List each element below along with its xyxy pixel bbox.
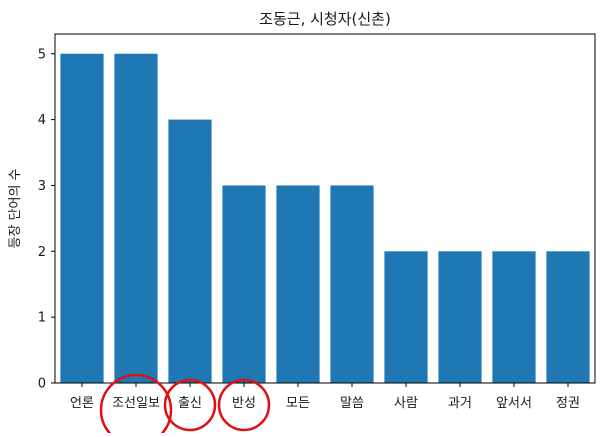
- bar-1: [60, 53, 104, 383]
- bar-7: [384, 251, 428, 383]
- y-tick-label: 0: [38, 377, 46, 392]
- red-circle-annotation: [163, 378, 217, 432]
- bar-9: [492, 251, 536, 383]
- x-tick-label: 조선일보: [112, 396, 160, 411]
- x-tick-label: 출신: [178, 396, 202, 411]
- x-tick-label: 언론: [70, 396, 94, 411]
- x-tick-label: 모든: [286, 396, 310, 411]
- bar-8: [438, 251, 482, 383]
- bar-10: [546, 251, 590, 383]
- x-tick-label: 과거: [448, 396, 472, 411]
- y-tick-label: 1: [38, 311, 46, 326]
- axes-layer: 0 1 2 3 4 5 언론 조선일보 출신 반성 모든 말씀 사람 과거 앞서서 정권: [38, 33, 596, 411]
- plot-frame: [54, 33, 596, 384]
- x-tick-label: 정권: [556, 396, 580, 411]
- y-tick-label: 4: [38, 113, 46, 128]
- bar-4: [222, 185, 266, 383]
- y-tick-label: 5: [38, 47, 46, 62]
- bar-2: [114, 53, 158, 383]
- y-tick-label: 3: [38, 179, 46, 194]
- bar-5: [276, 185, 320, 383]
- y-axis-label: 등장 단어의 수: [8, 168, 23, 248]
- bars-layer: [60, 53, 590, 383]
- x-tick-label: 앞서서: [496, 396, 532, 411]
- annotations-layer: [99, 373, 271, 437]
- bar-3: [168, 119, 212, 383]
- x-tick-label: 사람: [394, 396, 418, 411]
- x-tick-label: 반성: [232, 396, 256, 411]
- red-circle-annotation: [99, 373, 173, 437]
- y-tick-label: 2: [38, 245, 46, 260]
- x-tick-label: 말씀: [340, 396, 364, 411]
- bar-6: [330, 185, 374, 383]
- chart-title: 조동근, 시청자(신촌): [259, 10, 391, 28]
- red-circle-annotation: [217, 378, 271, 432]
